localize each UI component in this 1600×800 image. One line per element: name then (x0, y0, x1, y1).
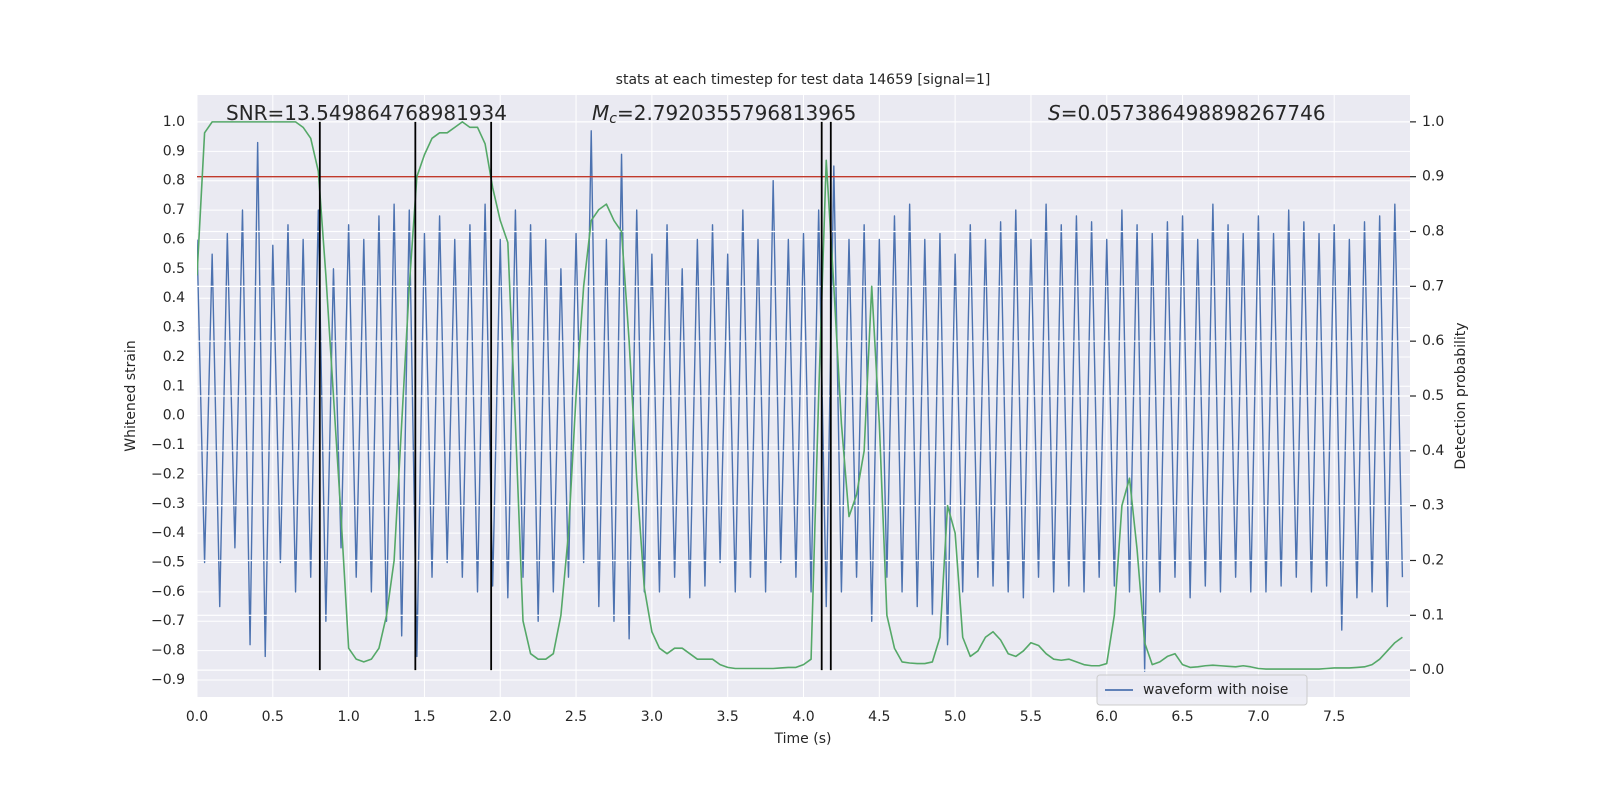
annotation-part: S (1048, 101, 1061, 125)
x-tick-label: 4.5 (868, 709, 890, 725)
x-tick-label: 6.0 (1096, 709, 1118, 725)
annotation-part: M (592, 101, 609, 125)
x-tick-label: 3.0 (641, 709, 663, 725)
y2-axis-label: Detection probability (1453, 322, 1469, 469)
y-tick-label: −0.1 (151, 437, 185, 453)
y2-tick-label: 0.4 (1422, 443, 1444, 459)
x-tick-label: 7.0 (1247, 709, 1269, 725)
x-tick-label: 7.5 (1323, 709, 1345, 725)
y-tick-label: −0.7 (151, 613, 185, 629)
x-tick-label: 0.5 (262, 709, 284, 725)
y2-tick-label: 0.5 (1422, 388, 1444, 404)
y-tick-label: 0.8 (163, 173, 185, 189)
legend-box (1096, 674, 1308, 706)
y2-tick-label: 0.9 (1422, 169, 1444, 185)
y-tick-label: −0.8 (151, 643, 185, 659)
y-tick-label: 0.0 (163, 408, 185, 424)
x-tick-label: 2.5 (565, 709, 587, 725)
annotation: S=0.057386498898267746 (1048, 101, 1326, 125)
annotation: Mc=2.7920355796813965 (592, 101, 856, 128)
x-tick-label: 5.0 (944, 709, 966, 725)
y-axis-label: Whitened strain (123, 340, 139, 451)
legend-label: waveform with noise (1143, 682, 1288, 698)
y-tick-label: −0.6 (151, 584, 185, 600)
y-tick-label: −0.5 (151, 555, 185, 571)
y2-tick-label: 0.8 (1422, 224, 1444, 240)
x-tick-label: 6.5 (1171, 709, 1193, 725)
y-tick-label: −0.9 (151, 672, 185, 688)
x-tick-label: 3.5 (717, 709, 739, 725)
annotation-part: =0.057386498898267746 (1061, 101, 1326, 125)
y2-tick-label: 0.3 (1422, 498, 1444, 514)
y-tick-label: 0.7 (163, 202, 185, 218)
chart-title: stats at each timestep for test data 146… (616, 72, 991, 88)
x-tick-label: 2.0 (489, 709, 511, 725)
y2-tick-label: 0.7 (1422, 278, 1444, 294)
y-tick-label: 0.5 (163, 261, 185, 277)
annotation-part: =2.7920355796813965 (617, 101, 856, 125)
y-tick-label: 0.3 (163, 320, 185, 336)
y-tick-label: −0.2 (151, 466, 185, 482)
y-tick-label: 0.1 (163, 378, 185, 394)
annotation-part: SNR=13.549864768981934 (226, 101, 507, 125)
y-tick-label: 1.0 (163, 114, 185, 130)
y-tick-label: 0.9 (163, 143, 185, 159)
y2-tick-label: 0.6 (1422, 333, 1444, 349)
annotation: SNR=13.549864768981934 (226, 101, 507, 125)
x-axis-label: Time (s) (774, 731, 832, 747)
y2-tick-label: 0.1 (1422, 607, 1444, 623)
x-tick-label: 1.5 (413, 709, 435, 725)
annotation-part: c (609, 111, 617, 127)
y2-tick-label: 0.2 (1422, 552, 1444, 568)
series-line (197, 121, 1403, 670)
plot-layer (197, 121, 1410, 672)
x-tick-label: 0.0 (186, 709, 208, 725)
x-tick-label: 5.5 (1020, 709, 1042, 725)
y-tick-label: −0.4 (151, 525, 185, 541)
series-line (197, 130, 1404, 672)
y-tick-label: 0.4 (163, 290, 185, 306)
y2-tick-label: 1.0 (1422, 114, 1444, 130)
y-tick-label: 0.6 (163, 231, 185, 247)
y-tick-label: 0.2 (163, 349, 185, 365)
x-tick-label: 1.0 (337, 709, 359, 725)
y-tick-label: −0.3 (151, 496, 185, 512)
x-tick-label: 4.0 (792, 709, 814, 725)
y2-tick-label: 0.0 (1422, 662, 1444, 678)
